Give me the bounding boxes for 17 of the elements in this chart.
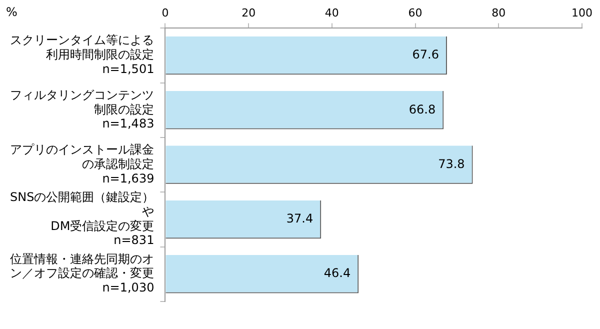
y-tick-label: スクリーンタイム等による利用時間制限の設定 n=1,501 (10, 33, 154, 76)
data-label: 37.4 (286, 212, 314, 226)
x-tick-label: 100 (572, 6, 592, 20)
x-tick-label: 60 (408, 6, 422, 20)
x-axis-title: % (6, 5, 18, 20)
x-tick-label: 20 (242, 6, 256, 20)
x-tick-label: 40 (324, 6, 339, 20)
y-tick-label: 位置情報・連絡先同期のオン／オフ設定の確認・変更 n=1,030 (10, 252, 154, 295)
data-label: 73.8 (438, 156, 465, 171)
y-tick-label: アプリのインストール課金の承認制設定 n=1,639 (10, 142, 154, 186)
x-tick-label: 0 (162, 6, 169, 20)
data-label: 67.6 (412, 48, 439, 62)
data-label: 66.8 (408, 102, 436, 116)
y-tick-label: フィルタリングコンテンツ制限の設定 n=1,483 (10, 88, 154, 131)
data-label: 46.4 (324, 266, 351, 280)
x-tick-label: 80 (492, 6, 506, 20)
y-tick-label: SNSの公開範囲（鍵設定）や DM受信設定の変更 n=831 (10, 190, 154, 248)
